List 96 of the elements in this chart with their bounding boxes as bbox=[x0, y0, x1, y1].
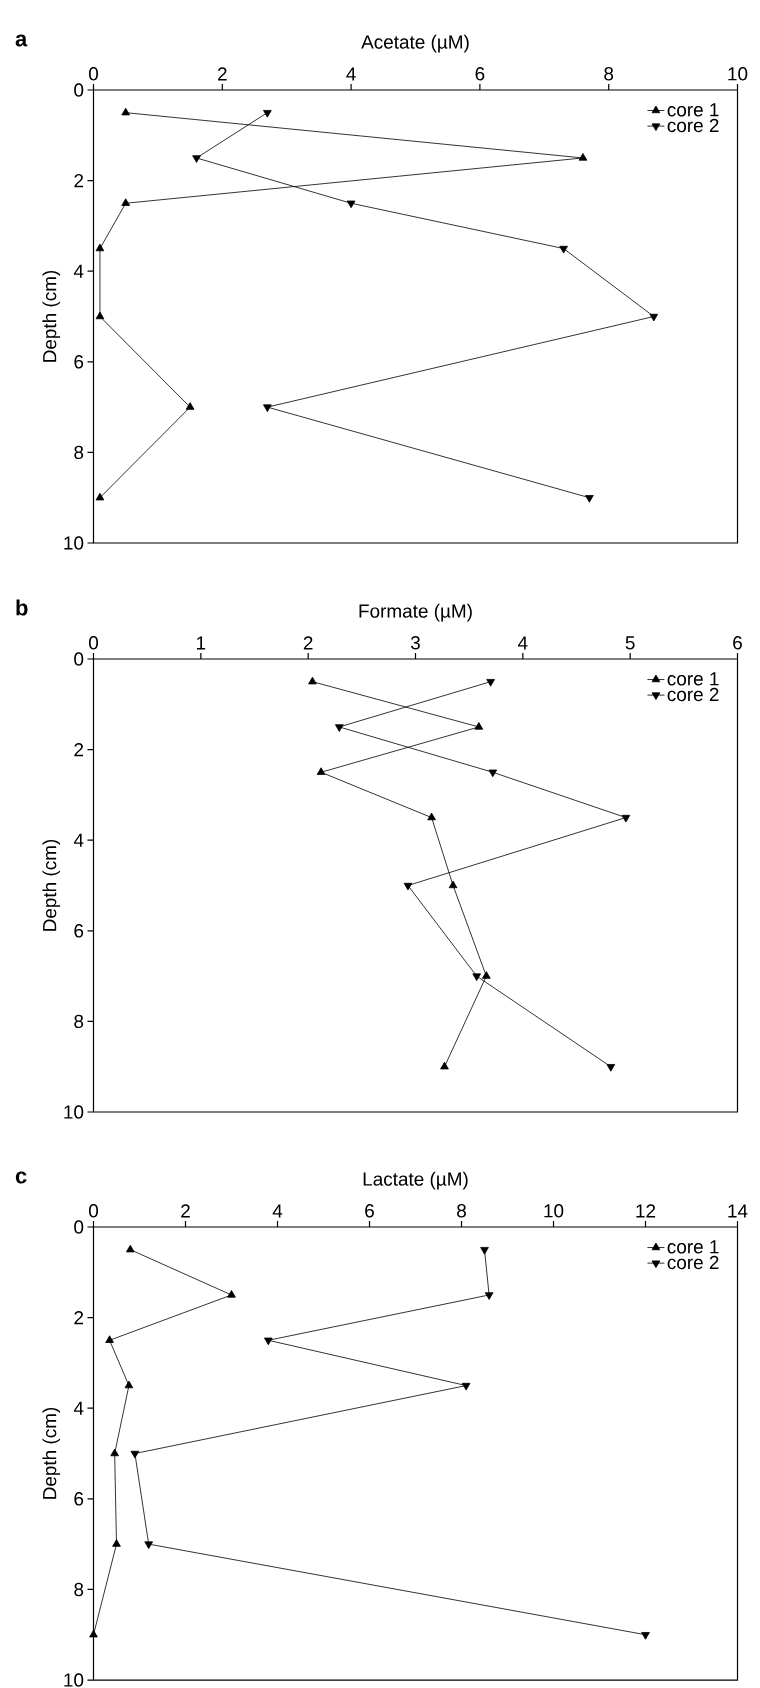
point bbox=[227, 1290, 236, 1298]
legend-label: core 1 bbox=[667, 103, 719, 117]
y-tick-label: 4 bbox=[73, 833, 84, 847]
point bbox=[578, 153, 588, 161]
y-axis-title: Depth (cm) bbox=[42, 270, 61, 362]
point bbox=[346, 200, 356, 209]
point bbox=[126, 1244, 135, 1253]
x-tick-label: 6 bbox=[733, 636, 742, 650]
x-axis-title: Lactate (µM) bbox=[363, 1171, 468, 1190]
point bbox=[335, 724, 344, 732]
y-tick-label: 6 bbox=[74, 924, 84, 938]
x-tick-label: 6 bbox=[475, 67, 485, 81]
point bbox=[480, 1247, 489, 1255]
y-tick-label: 4 bbox=[73, 264, 84, 278]
point bbox=[124, 1380, 134, 1389]
y-tick-label: 10 bbox=[64, 1673, 84, 1687]
y-tick-label: 8 bbox=[74, 445, 84, 460]
x-tick-label: 4 bbox=[272, 1204, 283, 1218]
legend-label: core 1 bbox=[667, 672, 719, 686]
x-tick-label: 3 bbox=[410, 636, 420, 650]
point bbox=[95, 243, 105, 252]
legend-label: core 1 bbox=[667, 1240, 719, 1254]
point bbox=[486, 679, 495, 687]
x-tick-label: 10 bbox=[728, 67, 748, 81]
y-tick-label: 6 bbox=[74, 355, 84, 369]
y-tick-label: 2 bbox=[74, 174, 84, 188]
legend-label: core 2 bbox=[667, 1255, 719, 1270]
point bbox=[130, 1450, 140, 1459]
x-tick-label: 12 bbox=[636, 1204, 656, 1218]
y-axis-title: Depth (cm) bbox=[42, 839, 61, 931]
x-tick-label: 8 bbox=[457, 1204, 466, 1218]
x-tick-label: 8 bbox=[604, 67, 614, 81]
x-tick-label: 0 bbox=[88, 1204, 99, 1218]
y-tick-label: 2 bbox=[74, 743, 84, 757]
point bbox=[192, 155, 201, 163]
point bbox=[112, 1539, 121, 1547]
point bbox=[440, 1061, 449, 1070]
legend-label: core 2 bbox=[667, 118, 719, 133]
x-tick-label: 14 bbox=[728, 1204, 748, 1218]
point bbox=[105, 1335, 114, 1343]
point bbox=[448, 880, 458, 889]
point bbox=[474, 722, 484, 730]
point bbox=[559, 245, 568, 254]
y-tick-label: 8 bbox=[74, 1014, 84, 1029]
point bbox=[621, 814, 631, 823]
legend-label: core 2 bbox=[667, 687, 719, 702]
x-tick-label: 0 bbox=[88, 67, 99, 81]
y-tick-label: 0 bbox=[74, 652, 84, 666]
point bbox=[585, 495, 594, 503]
x-axis-title: Formate (µM) bbox=[359, 603, 472, 622]
y-tick-label: 6 bbox=[74, 1492, 84, 1506]
y-axis-title: Depth (cm) bbox=[42, 1407, 61, 1499]
x-tick-label: 5 bbox=[625, 636, 635, 650]
point bbox=[121, 198, 130, 206]
point bbox=[316, 767, 326, 775]
point bbox=[95, 492, 105, 501]
y-tick-label: 0 bbox=[74, 1220, 84, 1234]
y-tick-label: 8 bbox=[74, 1582, 84, 1597]
point bbox=[484, 1292, 494, 1300]
point bbox=[641, 1632, 650, 1640]
point bbox=[263, 404, 272, 413]
x-axis-title: Acetate (µM) bbox=[361, 34, 469, 53]
y-tick-label: 10 bbox=[64, 536, 84, 550]
chart-title: b bbox=[16, 599, 28, 616]
point bbox=[264, 1337, 273, 1346]
point bbox=[263, 110, 272, 118]
point bbox=[95, 311, 105, 320]
point bbox=[472, 973, 481, 982]
point bbox=[461, 1382, 471, 1391]
x-tick-label: 0 bbox=[88, 636, 99, 650]
point bbox=[488, 769, 498, 778]
y-tick-label: 10 bbox=[64, 1105, 84, 1119]
x-tick-label: 10 bbox=[544, 1204, 564, 1218]
y-tick-label: 0 bbox=[74, 83, 84, 97]
point bbox=[606, 1064, 616, 1072]
x-tick-label: 1 bbox=[197, 636, 206, 650]
y-tick-label: 4 bbox=[73, 1401, 84, 1415]
point bbox=[403, 882, 413, 891]
point bbox=[121, 107, 130, 116]
point bbox=[482, 971, 491, 979]
point bbox=[649, 313, 659, 322]
x-tick-label: 2 bbox=[303, 636, 313, 650]
point bbox=[144, 1541, 153, 1550]
x-tick-label: 6 bbox=[365, 1204, 374, 1218]
y-tick-label: 2 bbox=[74, 1311, 84, 1325]
x-tick-label: 4 bbox=[346, 67, 356, 81]
chart-title: c bbox=[15, 1171, 27, 1184]
x-tick-label: 2 bbox=[181, 1204, 190, 1218]
point bbox=[185, 402, 195, 410]
point bbox=[308, 676, 317, 685]
x-tick-label: 4 bbox=[518, 636, 528, 650]
point bbox=[110, 1448, 119, 1457]
x-tick-label: 2 bbox=[217, 67, 227, 81]
point bbox=[89, 1629, 98, 1638]
chart-title: a bbox=[15, 34, 28, 47]
point bbox=[427, 812, 436, 821]
